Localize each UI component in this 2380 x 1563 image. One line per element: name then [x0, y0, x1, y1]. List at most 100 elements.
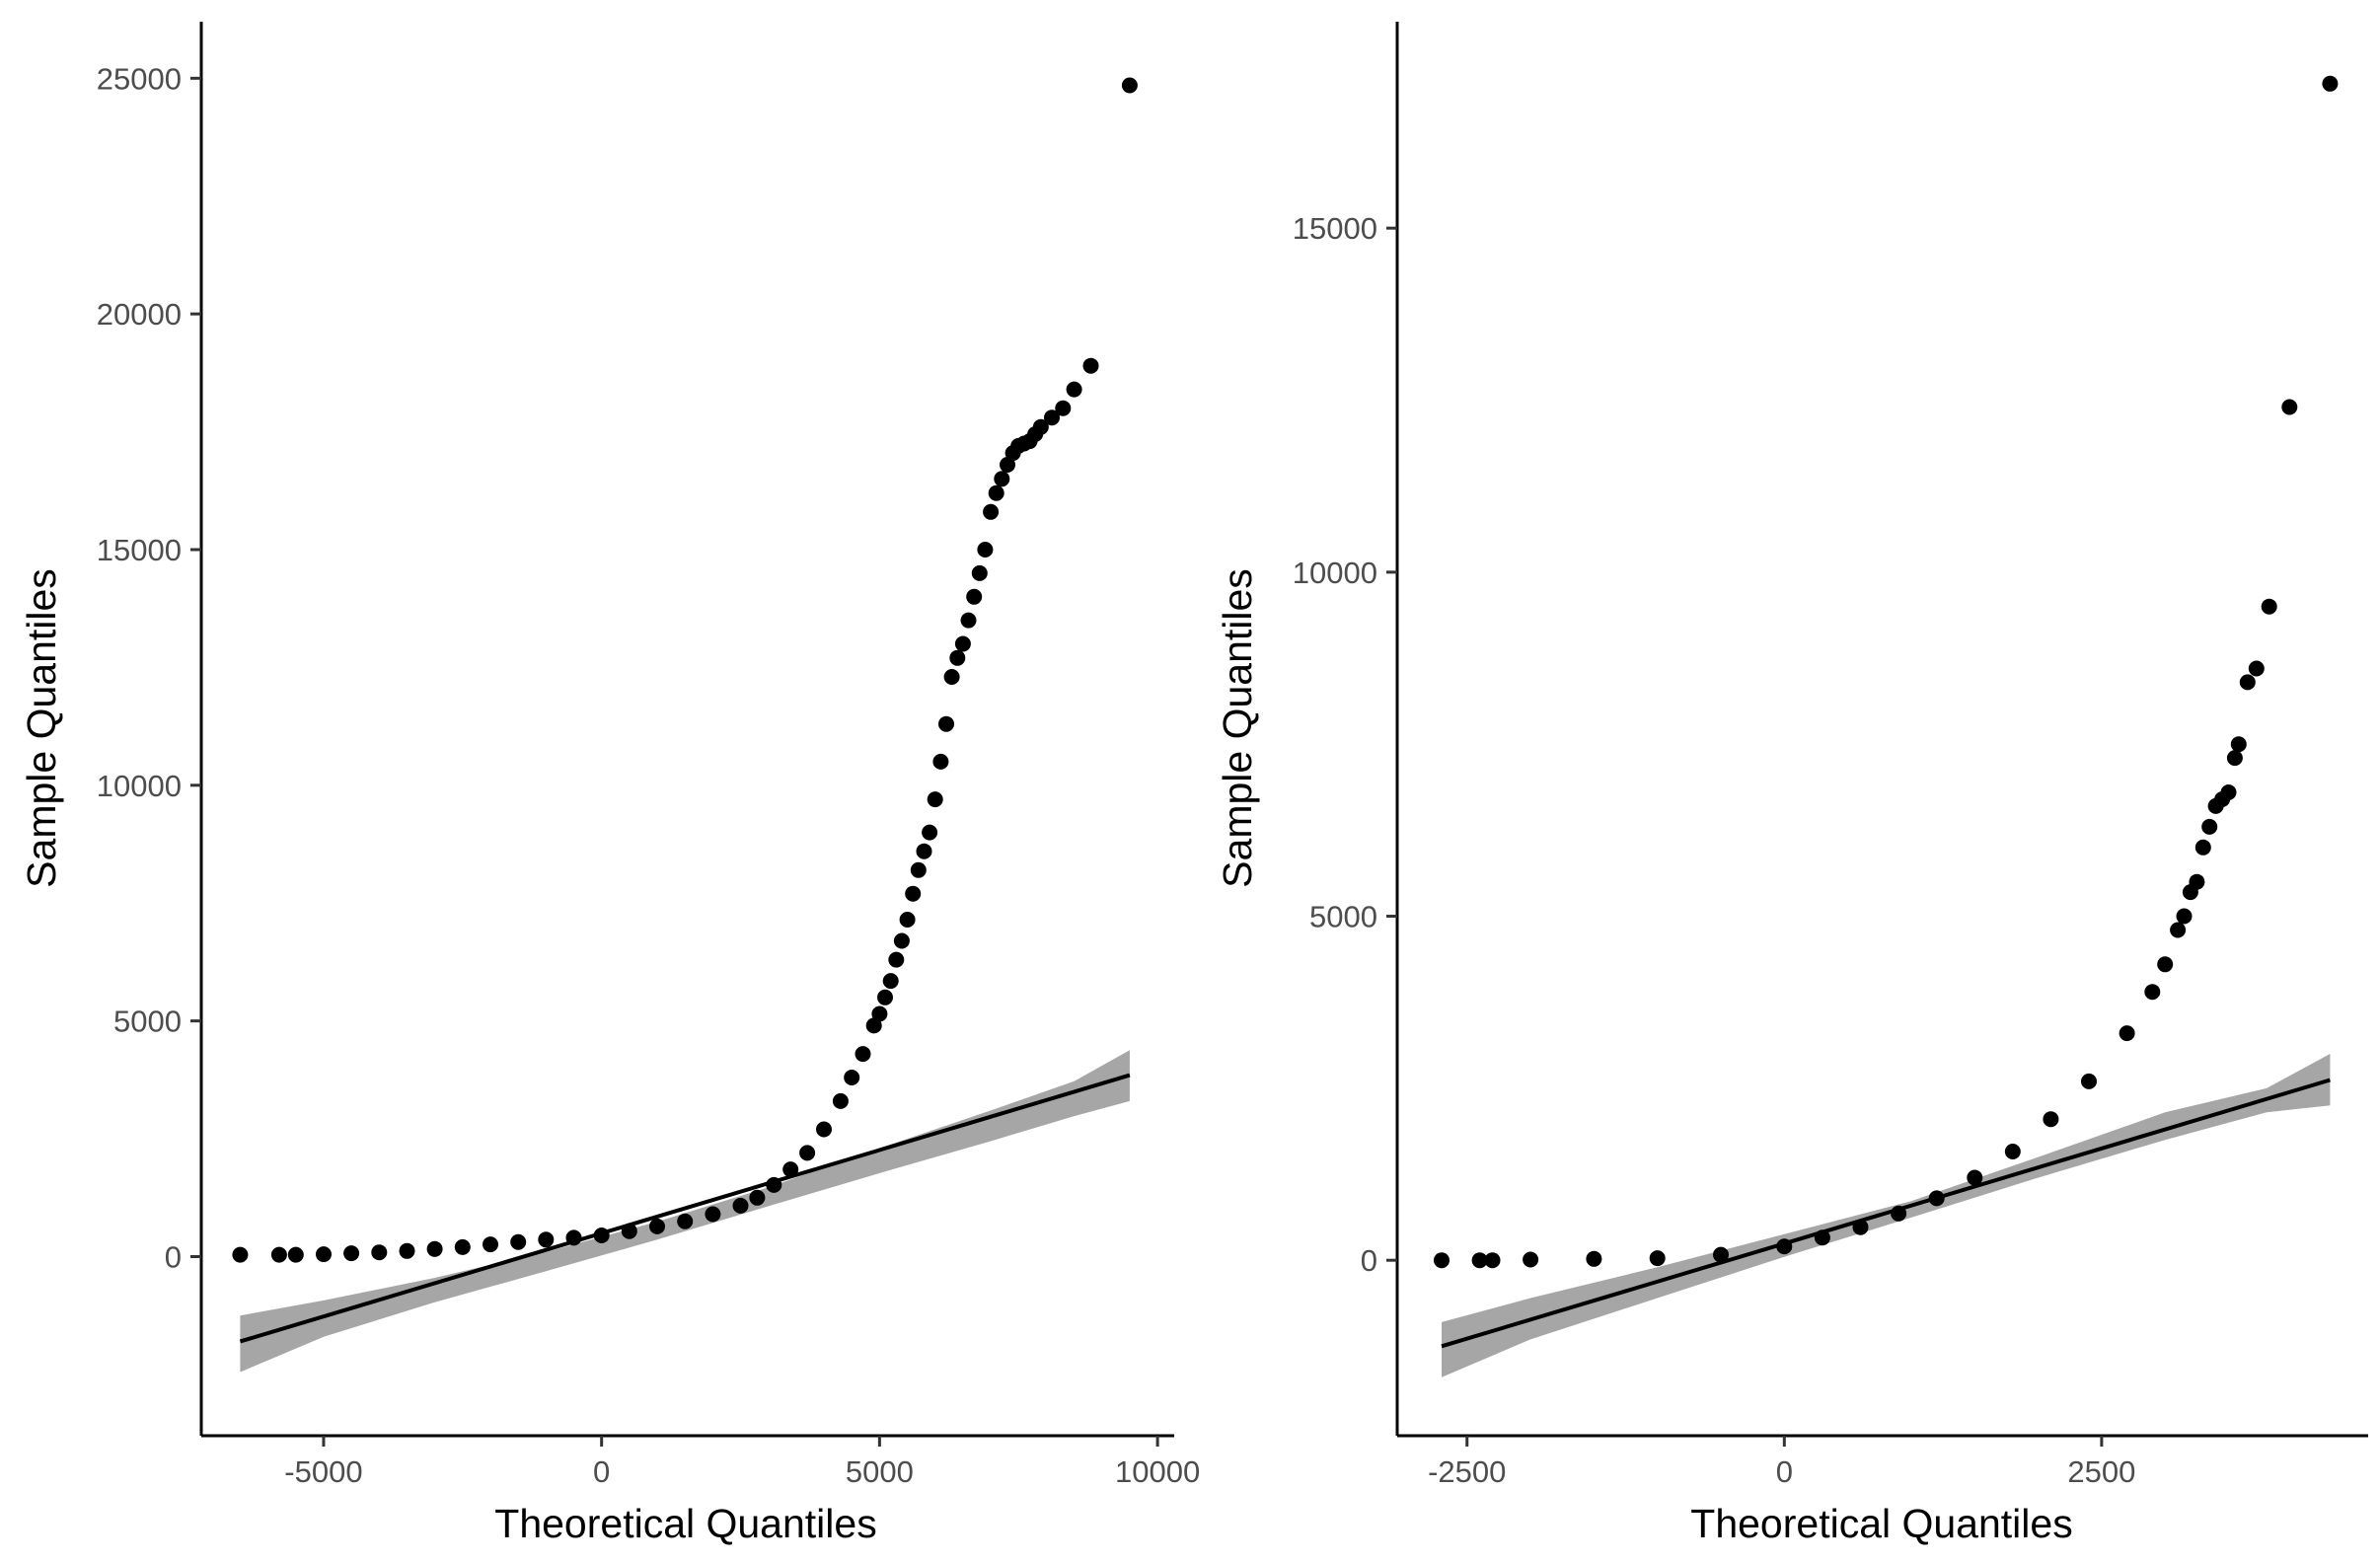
left-data-point — [538, 1231, 555, 1248]
left-reference-line-layer — [239, 1073, 1131, 1344]
left-data-point — [621, 1223, 637, 1239]
left-data-point — [994, 471, 1010, 487]
left-data-point — [510, 1233, 527, 1250]
left-data-point — [270, 1246, 287, 1263]
right-data-point — [2189, 873, 2205, 890]
right-data-point — [2081, 1073, 2097, 1089]
left-data-point — [927, 791, 943, 808]
left-reference-line — [239, 1073, 1131, 1344]
left-data-point — [705, 1206, 721, 1223]
right-data-point — [1434, 1252, 1450, 1269]
right-y-axis-title: Sample Quantiles — [1215, 568, 1260, 888]
right-reference-line-layer — [1441, 1078, 2331, 1349]
right-y-tick-label: 5000 — [1309, 900, 1377, 934]
left-data-point — [483, 1236, 498, 1253]
right-data-point — [2226, 750, 2243, 767]
left-data-point — [1066, 381, 1082, 398]
left-data-point — [1032, 418, 1049, 435]
left-data-point — [749, 1189, 766, 1206]
left-data-point — [1121, 77, 1138, 94]
left-y-tick-label: 10000 — [97, 769, 182, 803]
left-data-point — [799, 1145, 816, 1161]
right-x-tick-label: -2500 — [1428, 1454, 1506, 1489]
right-ticks: -2500 0 2500 0 5000 10000 15000 — [1293, 211, 2136, 1489]
right-data-point — [1814, 1229, 1830, 1246]
left-data-point — [960, 612, 977, 629]
left-data-point — [343, 1245, 360, 1262]
left-data-point — [426, 1240, 443, 1257]
left-data-point — [832, 1092, 849, 1109]
left-data-point — [977, 542, 994, 558]
right-data-point — [2194, 839, 2211, 856]
right-data-point — [1776, 1238, 1793, 1255]
left-data-point — [871, 1005, 888, 1022]
right-data-point — [2043, 1111, 2059, 1128]
left-data-point — [938, 715, 954, 732]
left-data-point — [371, 1244, 388, 1261]
left-x-tick-label: 5000 — [846, 1454, 914, 1489]
left-data-point — [399, 1242, 415, 1259]
right-data-point — [1484, 1252, 1501, 1269]
left-y-tick-label: 15000 — [97, 533, 182, 567]
left-data-point — [855, 1046, 871, 1063]
left-data-point — [910, 861, 927, 878]
right-data-point — [1713, 1246, 1729, 1263]
right-confidence-band-layer — [1442, 1054, 2331, 1377]
left-data-point — [782, 1161, 799, 1178]
right-data-point — [2248, 660, 2265, 677]
right-y-tick-label: 15000 — [1293, 211, 1377, 246]
right-data-point — [1649, 1250, 1666, 1267]
left-data-point — [893, 932, 910, 949]
right-data-point — [2170, 922, 2187, 938]
left-axes — [199, 22, 1174, 1438]
left-y-axis-title: Sample Quantiles — [19, 568, 64, 888]
left-data-point — [905, 885, 922, 902]
left-data-point — [1055, 400, 1072, 416]
left-x-tick-label: 0 — [593, 1454, 610, 1489]
right-data-point — [2119, 1025, 2135, 1042]
right-data-point — [2220, 784, 2237, 800]
left-y-tick-label: 25000 — [97, 61, 182, 96]
left-x-tick-label: -5000 — [284, 1454, 362, 1489]
left-confidence-band — [240, 1050, 1130, 1373]
right-reference-line — [1441, 1078, 2331, 1349]
left-data-point — [316, 1246, 332, 1263]
right-data-point — [1891, 1205, 1907, 1222]
left-points-layer — [232, 77, 1138, 1263]
left-ticks: -5000 0 5000 10000 0 5000 10000 15000 20000 25000 — [97, 61, 1200, 1489]
left-data-point — [865, 1017, 882, 1034]
right-data-point — [1471, 1252, 1488, 1269]
left-data-point — [677, 1213, 694, 1229]
left-data-point — [877, 989, 893, 1005]
left-data-point — [287, 1246, 304, 1263]
right-x-tick-label: 0 — [1776, 1454, 1793, 1489]
left-data-point — [949, 649, 966, 666]
right-data-point — [1928, 1190, 1945, 1207]
left-data-point — [943, 669, 960, 685]
left-data-point — [971, 564, 988, 581]
right-data-point — [2230, 736, 2247, 753]
right-data-point — [1586, 1250, 1602, 1267]
left-data-point — [922, 824, 938, 841]
left-data-point — [966, 588, 983, 605]
left-data-point — [983, 503, 1000, 520]
right-axes — [1395, 22, 2368, 1438]
left-data-point — [1000, 457, 1015, 473]
left-data-point — [844, 1070, 860, 1085]
right-data-point — [2157, 956, 2174, 973]
right-x-tick-label: 2500 — [2067, 1454, 2135, 1489]
right-x-axis-title: Theoretical Quantiles — [1690, 1501, 2072, 1546]
left-y-tick-label: 20000 — [97, 297, 182, 332]
left-data-point — [888, 951, 905, 968]
left-data-point — [649, 1218, 665, 1234]
right-data-point — [1967, 1169, 1983, 1186]
left-data-point — [565, 1229, 582, 1246]
left-data-point — [932, 753, 949, 770]
left-data-point — [988, 484, 1004, 501]
right-data-point — [2322, 75, 2339, 92]
left-y-tick-label: 5000 — [113, 1005, 182, 1039]
left-data-point — [232, 1246, 249, 1263]
right-data-point — [2281, 399, 2298, 415]
right-y-tick-label: 0 — [1361, 1243, 1377, 1278]
